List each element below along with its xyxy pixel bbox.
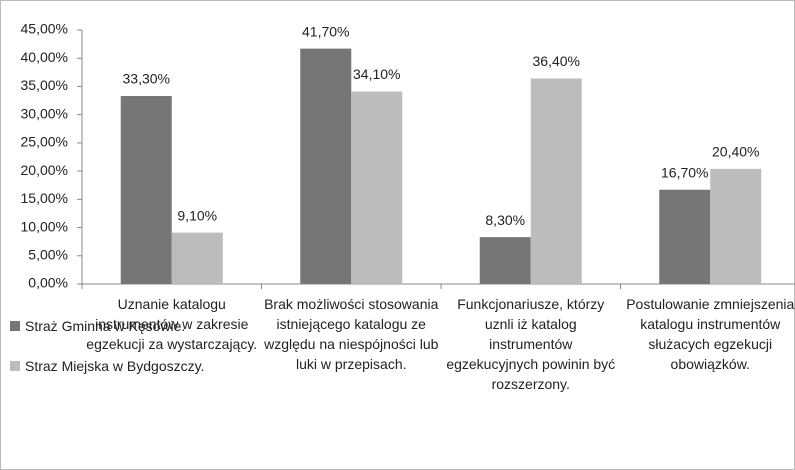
legend-item: Straż Gminna w Kęsowie. bbox=[10, 318, 185, 334]
data-label: 41,70% bbox=[302, 23, 349, 39]
data-label: 9,10% bbox=[177, 207, 217, 223]
y-tick-label: 45,00% bbox=[21, 21, 68, 37]
x-tick-label: Brak możliwości stosowania istniejącego … bbox=[264, 296, 439, 372]
y-tick-label: 20,00% bbox=[21, 162, 68, 178]
y-tick-label: 30,00% bbox=[21, 105, 68, 121]
legend-label: Straz Miejska w Bydgoszczy. bbox=[25, 358, 205, 374]
data-label: 16,70% bbox=[661, 164, 708, 180]
y-tick-label: 35,00% bbox=[21, 77, 68, 93]
legend-swatch bbox=[10, 361, 20, 371]
bar bbox=[120, 96, 172, 284]
legend-swatch bbox=[10, 321, 20, 331]
y-tick-label: 5,00% bbox=[28, 246, 68, 262]
bar bbox=[300, 48, 352, 285]
bar bbox=[530, 78, 582, 284]
data-label: 20,40% bbox=[712, 144, 759, 160]
data-label: 34,10% bbox=[353, 66, 400, 82]
data-label: 36,40% bbox=[533, 53, 580, 69]
y-tick-label: 0,00% bbox=[28, 275, 68, 291]
x-tick-label: Uznanie katalogu instrumentów w zakresie… bbox=[86, 296, 258, 352]
bar bbox=[659, 189, 711, 284]
y-tick-label: 40,00% bbox=[21, 49, 68, 65]
legend-label: Straż Gminna w Kęsowie. bbox=[25, 318, 186, 334]
y-tick-label: 10,00% bbox=[21, 218, 68, 234]
legend-item: Straz Miejska w Bydgoszczy. bbox=[10, 358, 204, 374]
y-tick-label: 15,00% bbox=[21, 190, 68, 206]
bar bbox=[710, 168, 762, 284]
x-tick-label: Postulowanie zmniejszenia katalogu instr… bbox=[626, 296, 795, 372]
y-tick-label: 25,00% bbox=[21, 134, 68, 150]
bar bbox=[479, 237, 531, 284]
bar bbox=[171, 232, 223, 284]
bar bbox=[351, 91, 403, 284]
x-tick-label: Funkcjonariusze, którzy uznli iż katalog… bbox=[446, 296, 616, 392]
data-label: 8,30% bbox=[485, 212, 525, 228]
data-label: 33,30% bbox=[123, 71, 170, 87]
